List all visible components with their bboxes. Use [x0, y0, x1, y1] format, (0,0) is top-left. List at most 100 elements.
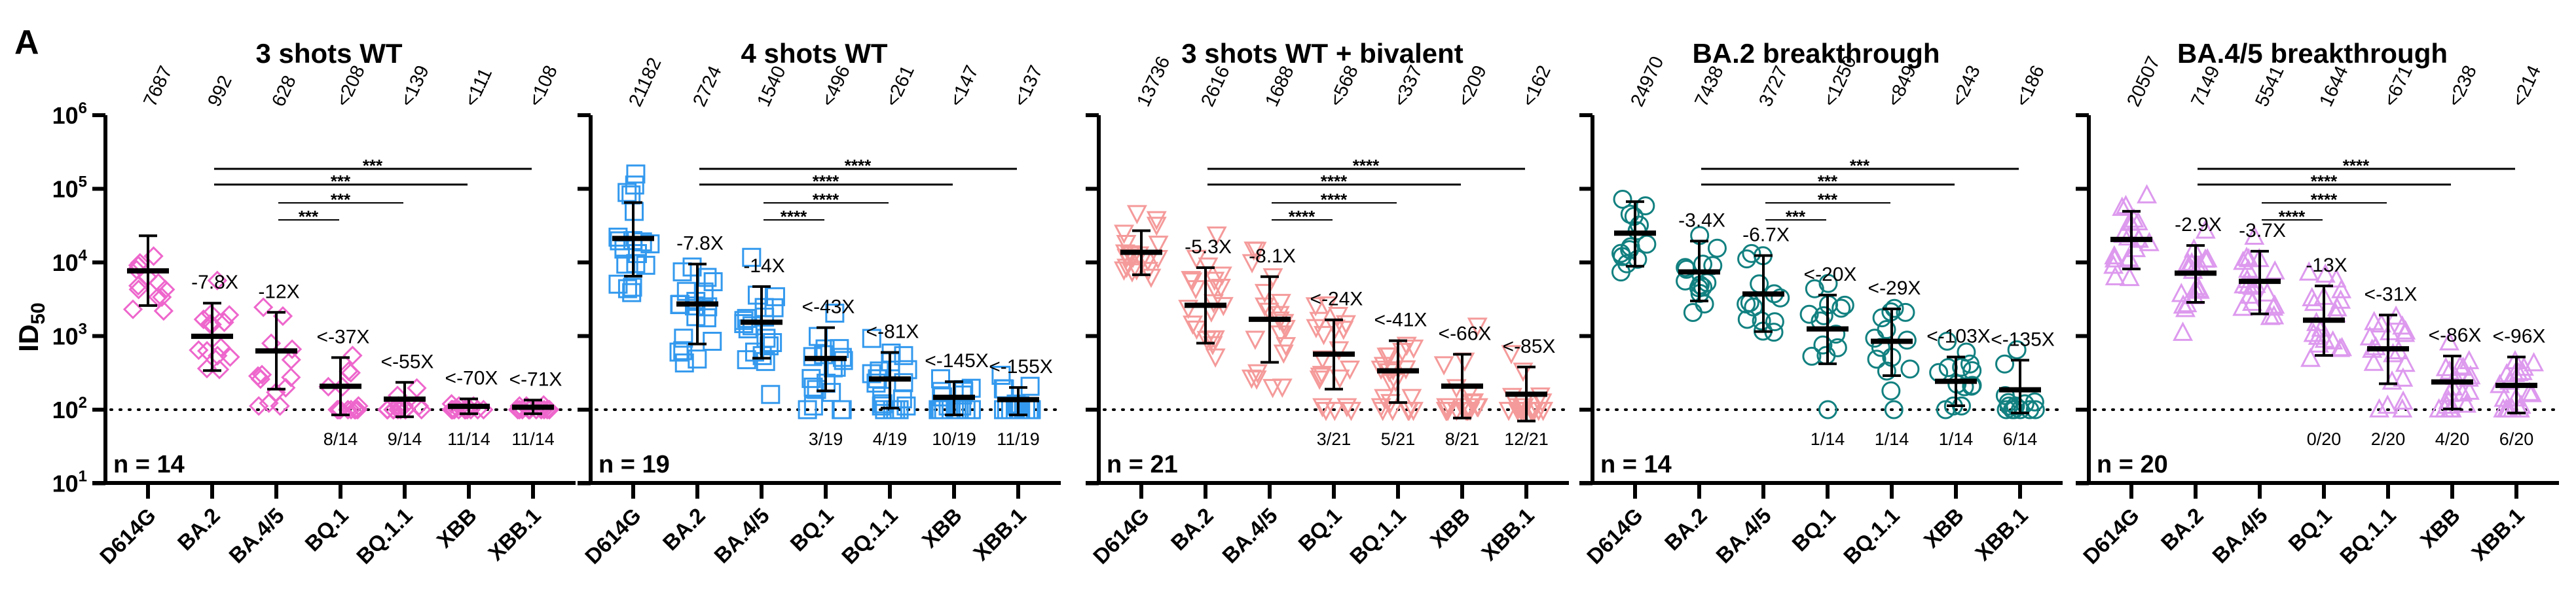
below-lod-fraction: 0/20 [2307, 429, 2342, 449]
gmt-label: 2616 [1197, 63, 1234, 110]
x-tick-label: XBB [432, 503, 481, 552]
data-point [1138, 262, 1159, 281]
data-point [209, 359, 230, 380]
data-point [703, 332, 722, 351]
data-point [1737, 249, 1757, 269]
data-point [2260, 306, 2281, 325]
data-point [1306, 319, 1327, 339]
data-point [2363, 351, 2384, 371]
data-point [1328, 307, 1349, 327]
data-point [220, 347, 240, 367]
data-point [1962, 376, 1981, 396]
data-point [1181, 271, 1202, 291]
data-point [1305, 297, 1326, 317]
data-point [2330, 289, 2351, 309]
significance-label: **** [781, 207, 807, 226]
data-point [2459, 380, 2480, 400]
gmt-label: <208 [332, 62, 369, 110]
data-point [2242, 291, 2262, 311]
significance-label: *** [1850, 156, 1870, 175]
data-point [737, 309, 756, 329]
data-point [1317, 296, 1338, 316]
data-point [1146, 211, 1167, 231]
significance-label: *** [1786, 207, 1806, 226]
data-point [761, 385, 781, 404]
data-point [2137, 184, 2158, 204]
data-point [148, 287, 168, 307]
y-tick-base: 10 [52, 471, 79, 497]
data-point [1187, 320, 1207, 340]
data-point [1186, 249, 1207, 270]
data-point [1996, 400, 2016, 419]
significance-label: **** [1353, 156, 1380, 175]
data-point [1802, 346, 1822, 366]
y-tick-base: 10 [52, 249, 79, 276]
fold-change-label: <-43X [802, 296, 855, 318]
data-point [894, 346, 913, 365]
panel-4: BA.4/5 breakthrough n = 20 D614G 20507 BA.2 7… [2076, 38, 2559, 569]
data-point [2359, 326, 2380, 346]
data-point [2119, 266, 2140, 287]
data-point [640, 234, 660, 254]
data-point [253, 297, 274, 317]
data-point [2379, 321, 2400, 340]
data-point [682, 257, 702, 277]
data-point [211, 337, 231, 357]
data-point [2395, 352, 2416, 372]
data-point [2238, 274, 2258, 294]
gmt-label: <214 [2508, 62, 2545, 110]
x-tick-label: XBB [1426, 503, 1475, 552]
data-point [2195, 219, 2216, 239]
x-tick-label: XBB [2416, 503, 2465, 552]
gmt-label: <147 [946, 62, 983, 110]
data-point [2371, 313, 2392, 333]
data-point [1683, 303, 1702, 323]
data-point [862, 364, 881, 383]
fold-change-label: <-155X [989, 356, 1053, 378]
data-point [1522, 402, 1543, 421]
data-point [2393, 367, 2414, 387]
x-tick-label: D614G [2078, 503, 2144, 569]
data-point [1813, 335, 1833, 355]
significance-label: *** [363, 156, 383, 175]
gmt-label: <496 [817, 62, 855, 110]
data-point [703, 272, 723, 292]
data-point [2326, 268, 2347, 288]
data-point [509, 396, 530, 416]
data-point [626, 254, 646, 274]
data-point [2330, 338, 2351, 357]
data-point [2238, 247, 2259, 268]
data-point [1957, 342, 1976, 362]
data-point [742, 247, 762, 267]
data-point [189, 340, 209, 361]
fold-change-label: <-70X [445, 368, 498, 389]
data-point [809, 327, 828, 346]
x-tick-label: BA.4/5 [1217, 503, 1282, 568]
below-lod-fraction: 9/14 [388, 429, 422, 449]
data-point [1938, 331, 1957, 351]
significance-label: *** [1818, 171, 1838, 191]
x-tick-label: BA.2 [658, 503, 710, 555]
data-point [756, 351, 775, 371]
data-point [1435, 402, 1456, 421]
data-point [1126, 205, 1147, 224]
gmt-label: 21182 [625, 54, 665, 110]
x-tick-label: BQ.1 [1787, 503, 1840, 556]
data-point [2331, 279, 2352, 298]
data-point [1205, 348, 1226, 368]
data-point [2438, 330, 2459, 351]
data-point [1752, 311, 1771, 330]
significance-label: **** [2311, 190, 2338, 209]
x-tick-label: XBB.1 [1477, 503, 1539, 565]
data-point [2521, 383, 2542, 402]
data-point [1881, 381, 1901, 401]
data-point [1498, 402, 1519, 421]
gmt-label: <568 [1325, 62, 1363, 110]
gmt-label: <238 [2444, 62, 2481, 110]
data-point [128, 255, 149, 276]
data-point [1316, 402, 1336, 421]
data-point [1336, 398, 1357, 418]
data-point [873, 394, 892, 414]
x-tick-label: BA.2 [1166, 503, 1218, 555]
fold-change-label: -12X [258, 281, 299, 302]
